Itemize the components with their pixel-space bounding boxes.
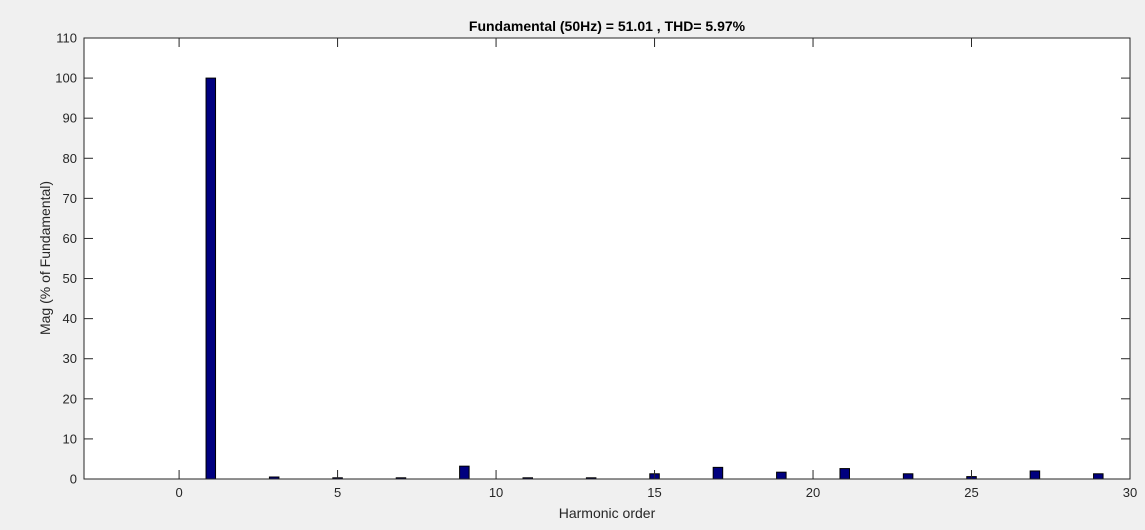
x-tick-label: 0: [175, 485, 182, 500]
x-tick-label: 5: [334, 485, 341, 500]
y-tick-label: 30: [63, 351, 77, 366]
bar-h29: [1093, 473, 1104, 480]
chart-title: Fundamental (50Hz) = 51.01 , THD= 5.97%: [469, 18, 746, 34]
y-tick-label: 110: [56, 31, 77, 46]
y-axis-label: Mag (% of Fundamental): [37, 181, 53, 335]
y-axis-ticks: 0 10 20 30 40 50 60 70 80 90 100 110: [55, 31, 1130, 487]
x-tick-label: 30: [1123, 485, 1137, 500]
y-tick-label: 70: [63, 191, 77, 206]
bar-h21: [839, 468, 850, 480]
bar-h19: [776, 471, 787, 480]
y-tick-label: 20: [63, 391, 77, 406]
bar-h27: [1029, 470, 1041, 480]
y-tick-label: 50: [63, 271, 77, 286]
bar-h9: [459, 465, 470, 480]
bar-h17: [712, 466, 724, 480]
bar-h23: [902, 473, 914, 480]
y-tick-label: 0: [70, 472, 77, 487]
y-tick-label: 10: [63, 431, 77, 446]
y-tick-label: 100: [55, 71, 77, 86]
y-tick-label: 90: [63, 111, 77, 126]
x-axis-ticks: 0 5 10 15 20 25 30: [175, 38, 1137, 500]
y-tick-label: 60: [63, 231, 77, 246]
x-tick-label: 25: [964, 485, 978, 500]
x-tick-label: 15: [647, 485, 661, 500]
plot-area: [84, 38, 1130, 479]
x-axis-label: Harmonic order: [559, 505, 656, 521]
y-tick-label: 80: [63, 151, 77, 166]
bar-h1: [205, 77, 217, 480]
x-tick-label: 10: [489, 485, 503, 500]
x-tick-label: 20: [806, 485, 820, 500]
y-tick-label: 40: [63, 311, 77, 326]
plot-box: [83, 37, 1131, 480]
